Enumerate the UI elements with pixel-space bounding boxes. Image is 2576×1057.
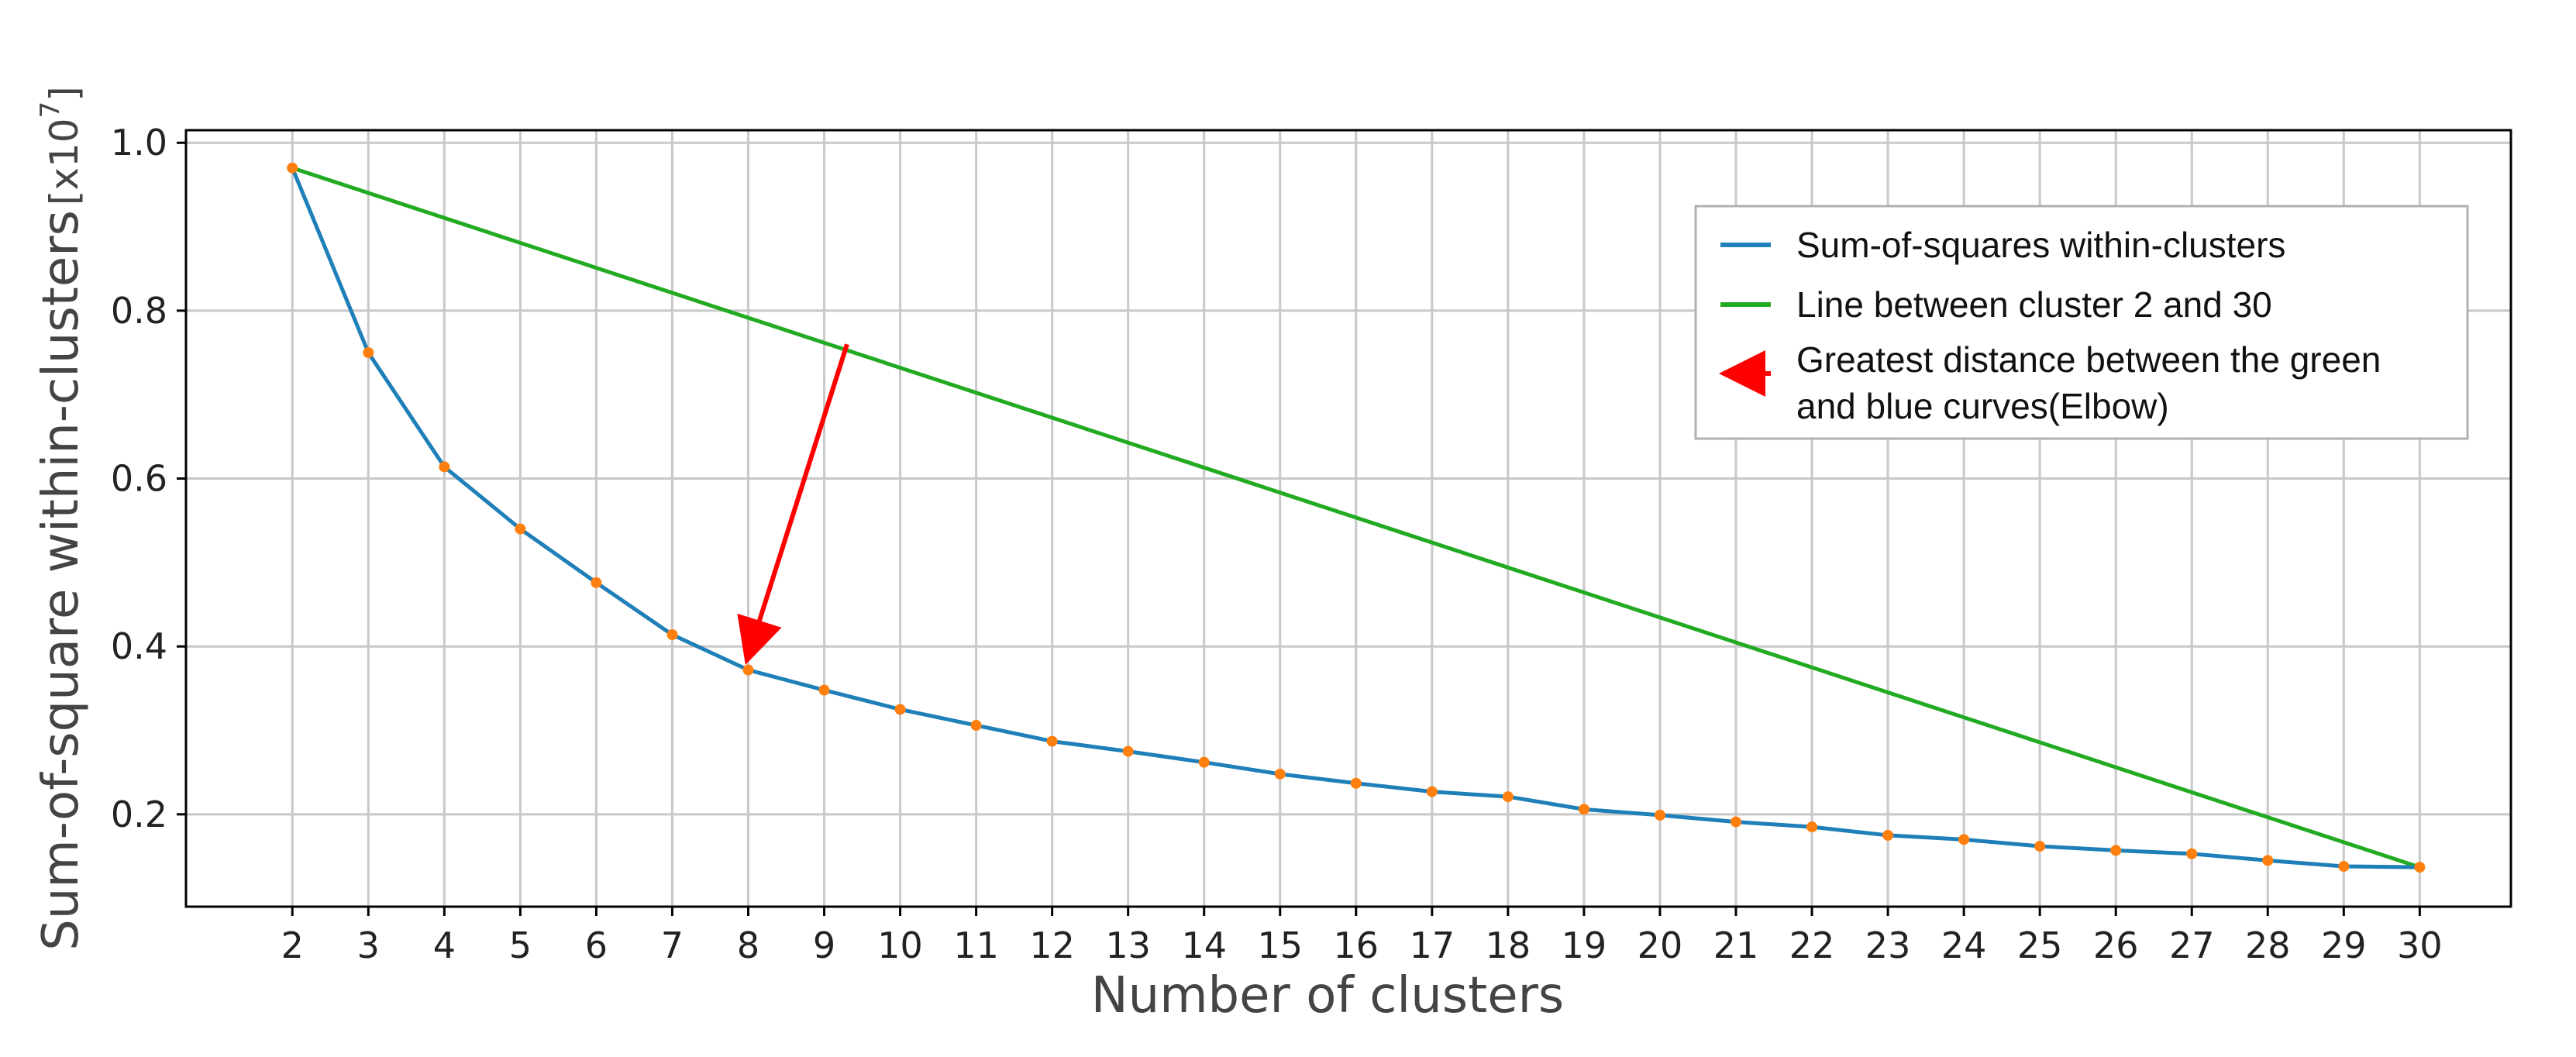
legend-label-wcss: Sum-of-squares within-clusters bbox=[1796, 225, 2285, 265]
x-tick-label: 27 bbox=[2169, 924, 2215, 966]
y-axis-unit-prefix: [x10 bbox=[42, 118, 87, 205]
data-point bbox=[1882, 829, 1894, 841]
x-tick-label: 30 bbox=[2397, 924, 2443, 966]
x-axis-ticks: 2 3 4 5 6 7 8 9 10 11 12 13 14 15 16 17 18 19 20 21 22 23 24 25… bbox=[281, 907, 2443, 966]
x-tick-label: 22 bbox=[1789, 924, 1835, 966]
data-point bbox=[1806, 821, 1818, 833]
data-point bbox=[2186, 848, 2198, 859]
data-point bbox=[2414, 862, 2426, 873]
data-point bbox=[1122, 745, 1134, 757]
data-point bbox=[1426, 786, 1438, 797]
x-tick-label: 29 bbox=[2321, 924, 2367, 966]
x-tick-label: 3 bbox=[357, 924, 380, 966]
x-axis-label: Number of clusters bbox=[1091, 967, 1564, 1024]
x-tick-label: 11 bbox=[953, 924, 999, 966]
data-point bbox=[363, 347, 374, 359]
x-tick-label: 17 bbox=[1410, 924, 1455, 966]
data-point bbox=[1502, 791, 1514, 803]
reference-line bbox=[291, 166, 2421, 869]
x-tick-label: 24 bbox=[1941, 924, 1987, 966]
y-tick-label: 0.4 bbox=[111, 625, 167, 667]
data-point bbox=[2338, 861, 2350, 873]
legend-label-reference-line: Line between cluster 2 and 30 bbox=[1796, 284, 2272, 325]
x-tick-label: 12 bbox=[1029, 924, 1075, 966]
data-point bbox=[1274, 768, 1286, 780]
x-tick-label: 20 bbox=[1638, 924, 1683, 966]
x-tick-label: 18 bbox=[1486, 924, 1531, 966]
x-tick-label: 6 bbox=[585, 924, 608, 966]
data-point bbox=[742, 664, 754, 676]
legend-label-elbow-line1: Greatest distance between the green bbox=[1796, 339, 2381, 380]
data-point bbox=[666, 629, 678, 641]
data-point bbox=[1958, 834, 1970, 845]
x-tick-label: 14 bbox=[1181, 924, 1227, 966]
data-point bbox=[1578, 804, 1589, 815]
x-tick-label: 19 bbox=[1562, 924, 1607, 966]
y-tick-label: 1.0 bbox=[111, 122, 167, 164]
data-point bbox=[1654, 809, 1665, 821]
elbow-arrow-annotation bbox=[737, 343, 849, 665]
x-tick-label: 15 bbox=[1257, 924, 1303, 966]
data-point bbox=[1350, 777, 1362, 789]
x-tick-label: 21 bbox=[1713, 924, 1759, 966]
x-tick-label: 28 bbox=[2245, 924, 2291, 966]
data-point bbox=[970, 720, 982, 732]
data-point bbox=[287, 162, 298, 174]
plot-area-frame bbox=[184, 129, 2512, 908]
x-tick-label: 26 bbox=[2093, 924, 2139, 966]
x-tick-label: 4 bbox=[433, 924, 456, 966]
x-tick-label: 13 bbox=[1105, 924, 1151, 966]
x-tick-label: 16 bbox=[1334, 924, 1379, 966]
x-tick-label: 10 bbox=[877, 924, 923, 966]
data-point bbox=[818, 684, 830, 696]
data-point bbox=[1198, 756, 1210, 768]
data-point bbox=[1731, 816, 1741, 828]
x-tick-label: 5 bbox=[509, 924, 532, 966]
x-tick-label: 7 bbox=[661, 924, 684, 966]
data-point bbox=[591, 577, 602, 588]
y-axis-label: Sum-of-square within-clusters [x107] bbox=[33, 86, 90, 951]
x-tick-label: 9 bbox=[813, 924, 835, 966]
y-tick-label: 0.2 bbox=[111, 794, 167, 835]
x-tick-label: 2 bbox=[281, 924, 304, 966]
data-point bbox=[515, 523, 526, 535]
y-axis-unit-exponent: 7 bbox=[35, 102, 66, 119]
x-tick-label: 8 bbox=[737, 924, 759, 966]
legend: Sum-of-squares within-clusters Line betw… bbox=[1694, 205, 2469, 440]
x-tick-label: 23 bbox=[1865, 924, 1911, 966]
legend-box bbox=[1694, 205, 2469, 440]
y-axis-ticks: 0.2 0.4 0.6 0.8 1.0 bbox=[111, 122, 186, 835]
elbow-arrow bbox=[737, 343, 849, 665]
data-point bbox=[439, 461, 450, 473]
data-point bbox=[2110, 845, 2122, 856]
y-tick-label: 0.6 bbox=[111, 458, 167, 500]
legend-label-elbow-line2: and blue curves(Elbow) bbox=[1796, 386, 2169, 426]
y-axis-label-text: Sum-of-square within-clusters bbox=[33, 210, 90, 951]
wcss-data-points bbox=[287, 162, 2426, 873]
data-point bbox=[2262, 855, 2274, 866]
data-point bbox=[1046, 735, 1058, 747]
reference-line-series bbox=[291, 166, 2421, 869]
data-point bbox=[2034, 841, 2046, 852]
y-axis-unit-suffix: ] bbox=[42, 86, 87, 102]
data-point bbox=[894, 704, 906, 715]
y-tick-label: 0.8 bbox=[111, 290, 167, 332]
x-tick-label: 25 bbox=[2017, 924, 2063, 966]
